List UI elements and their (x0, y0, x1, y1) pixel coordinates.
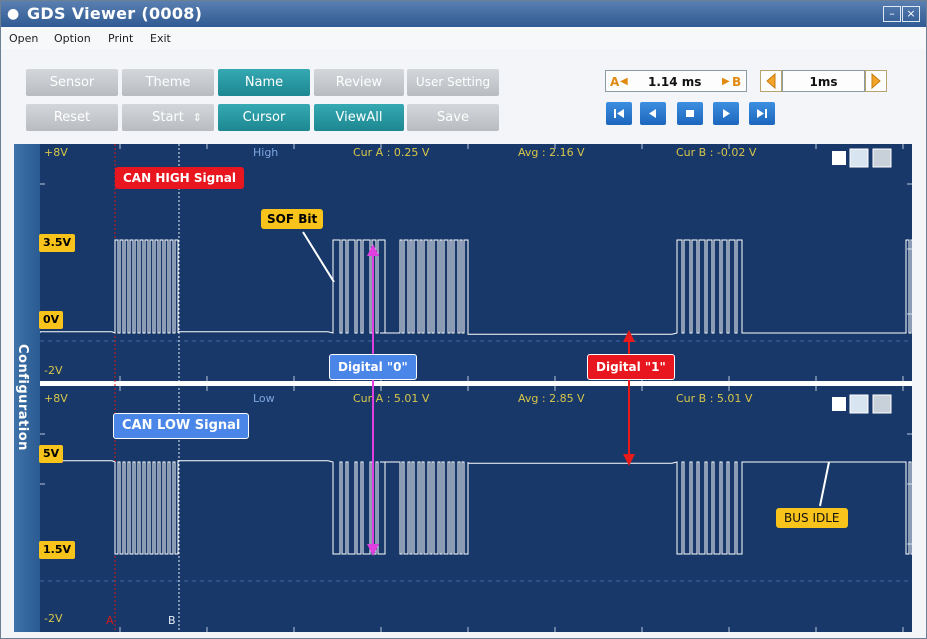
low-avg: Avg : 2.85 V (518, 392, 585, 405)
sof-pointer-line (302, 231, 335, 283)
panel-low-close[interactable] (872, 394, 892, 414)
high-bottom-scale: -2V (44, 364, 63, 377)
window-title: GDS Viewer (0008) (27, 4, 203, 23)
review-button[interactable]: Review (314, 69, 404, 96)
digital0-arrow-down (367, 544, 379, 556)
menu-bar: Open Option Print Exit (1, 27, 926, 50)
minimize-button[interactable]: – (883, 6, 901, 22)
digital0-label: Digital "0" (329, 354, 417, 380)
skip-first-icon (614, 109, 624, 118)
start-label: Start (152, 110, 184, 125)
spinner-icon: ⇕ (192, 111, 202, 124)
orange-left-arrow-icon (766, 72, 776, 90)
y-mark-3-5v: 3.5V (39, 234, 75, 252)
low-cur-a: Cur A : 5.01 V (353, 392, 430, 405)
cursor-a-tag: A (610, 75, 620, 89)
high-cur-b: Cur B : -0.02 V (676, 146, 757, 159)
cursor-delta-box: A ◀ 1.14 ms ▶ B (605, 70, 747, 92)
panel-high-close[interactable] (872, 148, 892, 168)
can-low-trace (39, 460, 915, 555)
can-high-label: CAN HIGH Signal (115, 167, 244, 189)
cursor-b-marker[interactable]: B (168, 614, 176, 627)
panel-high-square-1[interactable] (832, 151, 846, 165)
cursor-a-marker[interactable]: A (106, 614, 114, 627)
theme-button[interactable]: Theme (122, 69, 214, 96)
digital0-arrow-up (367, 244, 379, 256)
user-setting-button[interactable]: User Setting (407, 69, 499, 96)
configuration-tab[interactable]: Configuration (14, 144, 40, 632)
save-button[interactable]: Save (407, 104, 499, 131)
last-frame-button[interactable] (749, 102, 775, 125)
arrow-left-icon: ◀ (620, 76, 628, 87)
panel-high-square-2[interactable] (849, 148, 869, 168)
panel-divider (40, 381, 912, 386)
first-frame-button[interactable] (606, 102, 632, 125)
low-channel-name: Low (253, 392, 275, 405)
app-icon: ● (7, 6, 20, 22)
next-frame-button[interactable] (713, 102, 739, 125)
stop-button[interactable] (677, 102, 703, 125)
close-button[interactable]: × (902, 6, 920, 22)
panel-low-square-2[interactable] (849, 394, 869, 414)
bus-idle-pointer-line (819, 461, 830, 507)
can-low-label: CAN LOW Signal (113, 413, 250, 439)
configuration-label: Configuration (15, 344, 30, 451)
digital1-label: Digital "1" (587, 354, 675, 380)
oscilloscope-plot[interactable]: +8V High Cur A : 0.25 V Avg : 2.16 V Cur… (39, 144, 915, 636)
cursor-delta-value: 1.14 ms (648, 75, 702, 89)
menu-open[interactable]: Open (9, 32, 39, 45)
high-top-scale: +8V (44, 146, 68, 159)
play-icon (723, 109, 730, 118)
time-increase-button[interactable] (865, 70, 887, 92)
reset-button[interactable]: Reset (26, 104, 118, 131)
y-mark-0v: 0V (39, 311, 64, 329)
panel-low-square-1[interactable] (832, 397, 846, 411)
low-cur-b: Cur B : 5.01 V (676, 392, 753, 405)
viewall-button[interactable]: ViewAll (314, 104, 404, 131)
scope-canvas[interactable] (39, 144, 915, 632)
menu-print[interactable]: Print (108, 32, 134, 45)
title-bar: ● GDS Viewer (0008) – × (1, 1, 926, 27)
arrow-right-icon: ▶ (722, 76, 730, 87)
low-bottom-scale: -2V (44, 612, 63, 625)
prev-icon (649, 109, 656, 118)
sensor-button[interactable]: Sensor (26, 69, 118, 96)
y-mark-5v: 5V (39, 445, 64, 463)
cursor-b-tag: B (732, 75, 742, 89)
stop-icon (686, 110, 694, 117)
time-decrease-button[interactable] (760, 70, 782, 92)
name-button[interactable]: Name (218, 69, 310, 96)
high-cur-a: Cur A : 0.25 V (353, 146, 430, 159)
cursor-button[interactable]: Cursor (218, 104, 310, 131)
low-top-scale: +8V (44, 392, 68, 405)
can-high-trace (39, 239, 915, 335)
high-avg: Avg : 2.16 V (518, 146, 585, 159)
orange-right-arrow-icon (871, 72, 881, 90)
digital1-arrow-down (623, 454, 635, 466)
y-mark-1-5v: 1.5V (39, 541, 75, 559)
skip-last-icon (757, 109, 767, 118)
sof-bit-label: SOF Bit (261, 209, 324, 229)
digital1-arrow-up (623, 330, 635, 342)
prev-frame-button[interactable] (640, 102, 666, 125)
start-button[interactable]: Start ⇕ (122, 104, 214, 131)
high-channel-name: High (253, 146, 279, 159)
menu-option[interactable]: Option (54, 32, 91, 45)
time-div-box: 1ms (782, 70, 865, 92)
bus-idle-label: BUS IDLE (776, 508, 848, 528)
menu-exit[interactable]: Exit (150, 32, 171, 45)
toolbar: Sensor Theme Name Review User Setting Re… (1, 49, 926, 141)
